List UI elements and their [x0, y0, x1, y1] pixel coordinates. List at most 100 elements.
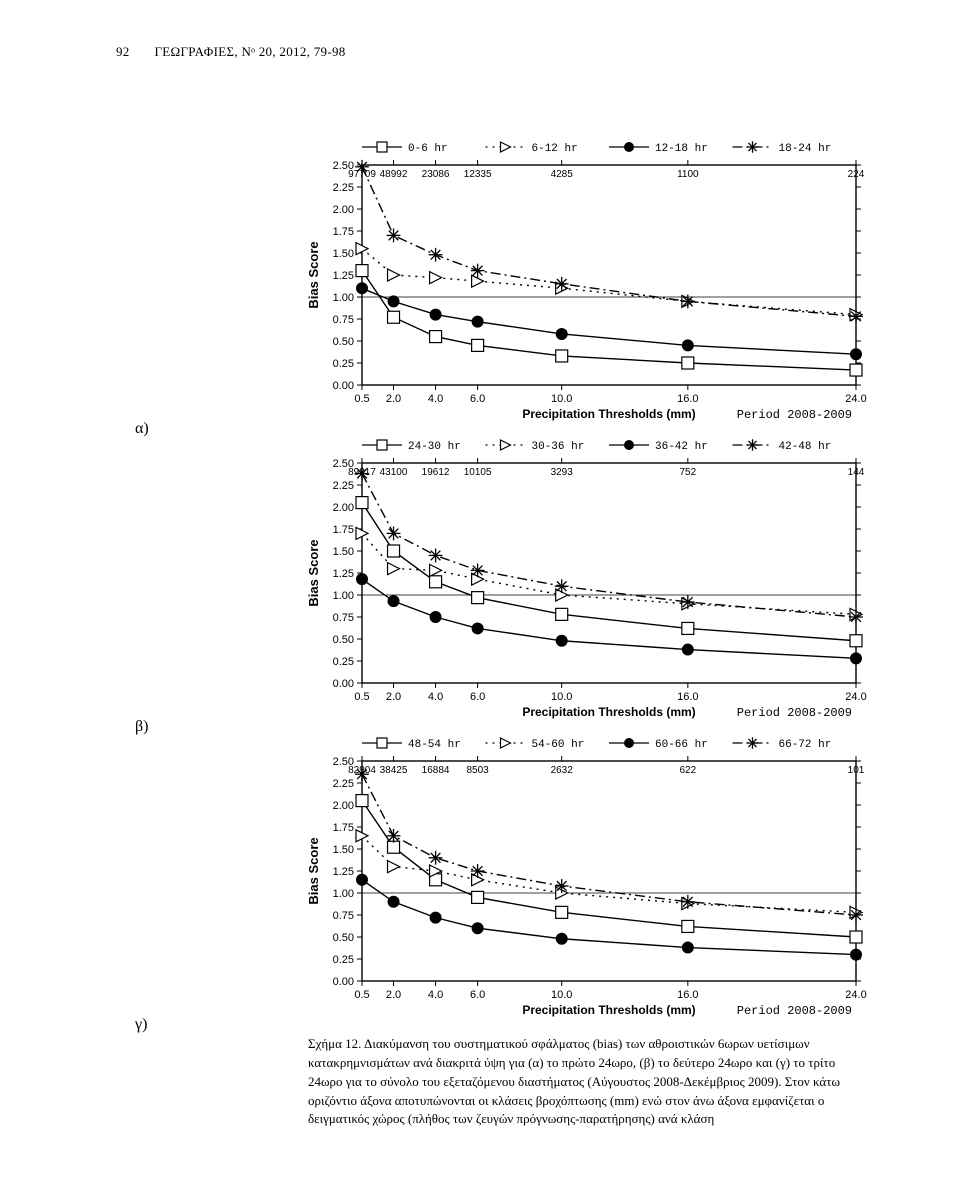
svg-text:Bias Score: Bias Score [306, 539, 321, 606]
svg-text:4.0: 4.0 [428, 393, 443, 405]
svg-text:18-24 hr: 18-24 hr [779, 143, 832, 155]
svg-text:2.25: 2.25 [333, 480, 354, 492]
svg-text:66-72 hr: 66-72 hr [779, 739, 832, 751]
panel-label-a: α) [135, 420, 149, 438]
svg-text:24.0: 24.0 [845, 989, 866, 1001]
svg-text:43100: 43100 [380, 467, 408, 478]
svg-text:622: 622 [679, 765, 696, 776]
svg-text:2.0: 2.0 [386, 691, 401, 703]
svg-text:0.5: 0.5 [354, 691, 369, 703]
svg-text:Period 2008-2009: Period 2008-2009 [737, 1004, 852, 1018]
svg-text:Precipitation Thresholds (mm): Precipitation Thresholds (mm) [522, 705, 695, 719]
svg-text:0-6 hr: 0-6 hr [408, 143, 448, 155]
svg-text:19612: 19612 [422, 467, 450, 478]
svg-text:1.00: 1.00 [333, 590, 354, 602]
svg-text:224: 224 [848, 169, 865, 180]
svg-text:Period 2008-2009: Period 2008-2009 [737, 408, 852, 422]
svg-text:12-18 hr: 12-18 hr [655, 143, 708, 155]
svg-text:10.0: 10.0 [551, 989, 572, 1001]
panel-label-c: γ) [135, 1016, 147, 1034]
svg-text:48992: 48992 [380, 169, 408, 180]
svg-text:1100: 1100 [677, 169, 699, 180]
page-number: 92 [116, 44, 130, 59]
svg-text:Bias Score: Bias Score [306, 837, 321, 904]
svg-text:0.25: 0.25 [333, 358, 354, 370]
svg-text:23086: 23086 [422, 169, 450, 180]
svg-text:0.5: 0.5 [354, 989, 369, 1001]
svg-text:0.75: 0.75 [333, 314, 354, 326]
svg-text:Bias Score: Bias Score [306, 241, 321, 308]
svg-text:0.25: 0.25 [333, 954, 354, 966]
svg-text:1.75: 1.75 [333, 822, 354, 834]
svg-text:2.0: 2.0 [386, 393, 401, 405]
svg-text:0.75: 0.75 [333, 612, 354, 624]
svg-text:42-48 hr: 42-48 hr [779, 441, 832, 453]
svg-text:4.0: 4.0 [428, 691, 443, 703]
svg-text:6.0: 6.0 [470, 989, 485, 1001]
svg-text:30-36 hr: 30-36 hr [532, 441, 585, 453]
svg-text:10.0: 10.0 [551, 393, 572, 405]
svg-text:0.75: 0.75 [333, 910, 354, 922]
journal-ref: ΓΕΩΓΡΑΦΙΕΣ, Νᵒ 20, 2012, 79-98 [154, 44, 345, 59]
svg-text:10105: 10105 [464, 467, 492, 478]
svg-text:6-12 hr: 6-12 hr [532, 143, 578, 155]
svg-text:6.0: 6.0 [470, 691, 485, 703]
svg-text:2.25: 2.25 [333, 182, 354, 194]
figure-caption: Σχήμα 12. Διακύμανση του συστηματικού σφ… [308, 1035, 868, 1129]
svg-text:752: 752 [679, 467, 696, 478]
svg-text:1.75: 1.75 [333, 524, 354, 536]
svg-text:8503: 8503 [466, 765, 489, 776]
svg-text:24.0: 24.0 [845, 691, 866, 703]
svg-text:6.0: 6.0 [470, 393, 485, 405]
svg-text:0.50: 0.50 [333, 932, 354, 944]
svg-text:2.25: 2.25 [333, 778, 354, 790]
svg-text:12335: 12335 [464, 169, 492, 180]
svg-text:0.00: 0.00 [333, 678, 354, 690]
svg-text:24.0: 24.0 [845, 393, 866, 405]
page-header: 92 ΓΕΩΓΡΑΦΙΕΣ, Νᵒ 20, 2012, 79-98 [116, 44, 346, 60]
svg-text:1.00: 1.00 [333, 888, 354, 900]
svg-text:Period 2008-2009: Period 2008-2009 [737, 706, 852, 720]
svg-text:1.50: 1.50 [333, 546, 354, 558]
svg-text:24-30 hr: 24-30 hr [408, 441, 461, 453]
svg-text:16.0: 16.0 [677, 989, 698, 1001]
svg-text:Precipitation Thresholds (mm): Precipitation Thresholds (mm) [522, 407, 695, 421]
svg-text:1.00: 1.00 [333, 292, 354, 304]
svg-text:1.25: 1.25 [333, 270, 354, 282]
chart-b: 0.000.250.500.751.001.251.501.752.002.25… [300, 433, 870, 733]
svg-text:3293: 3293 [551, 467, 574, 478]
chart-c: 0.00 0.25 0.50 0.75 1.00 1.25 1.50 1.75 2.00 2.25… [300, 731, 870, 1031]
svg-text:101: 101 [848, 765, 865, 776]
svg-text:1.25: 1.25 [333, 866, 354, 878]
svg-text:4.0: 4.0 [428, 989, 443, 1001]
svg-text:2.0: 2.0 [386, 989, 401, 1001]
svg-text:2.00: 2.00 [333, 502, 354, 514]
svg-text:144: 144 [848, 467, 865, 478]
svg-text:4285: 4285 [551, 169, 574, 180]
svg-text:1.75: 1.75 [333, 226, 354, 238]
svg-text:48-54 hr: 48-54 hr [408, 739, 461, 751]
svg-text:2632: 2632 [551, 765, 574, 776]
svg-text:0.50: 0.50 [333, 634, 354, 646]
svg-text:0.25: 0.25 [333, 656, 354, 668]
svg-text:36-42 hr: 36-42 hr [655, 441, 708, 453]
page: 92 ΓΕΩΓΡΑΦΙΕΣ, Νᵒ 20, 2012, 79-98 α) β) … [0, 0, 960, 1198]
svg-text:0.5: 0.5 [354, 393, 369, 405]
svg-text:54-60 hr: 54-60 hr [532, 739, 585, 751]
svg-text:2.00: 2.00 [333, 204, 354, 216]
svg-text:1.50: 1.50 [333, 844, 354, 856]
svg-text:60-66 hr: 60-66 hr [655, 739, 708, 751]
chart-a: 0.000.250.500.751.001.251.501.752.002.25… [300, 135, 870, 435]
figure-number: Σχήμα 12. [308, 1036, 361, 1051]
svg-text:10.0: 10.0 [551, 691, 572, 703]
caption-body: Διακύμανση του συστηματικού σφάλματος (b… [308, 1036, 840, 1126]
svg-text:16884: 16884 [422, 765, 450, 776]
svg-text:0.00: 0.00 [333, 976, 354, 988]
svg-text:38425: 38425 [380, 765, 408, 776]
svg-text:0.00: 0.00 [333, 380, 354, 392]
svg-text:0.50: 0.50 [333, 336, 354, 348]
panel-label-b: β) [135, 718, 148, 736]
svg-text:2.00: 2.00 [333, 800, 354, 812]
svg-text:16.0: 16.0 [677, 691, 698, 703]
svg-text:Precipitation Thresholds (mm): Precipitation Thresholds (mm) [522, 1003, 695, 1017]
